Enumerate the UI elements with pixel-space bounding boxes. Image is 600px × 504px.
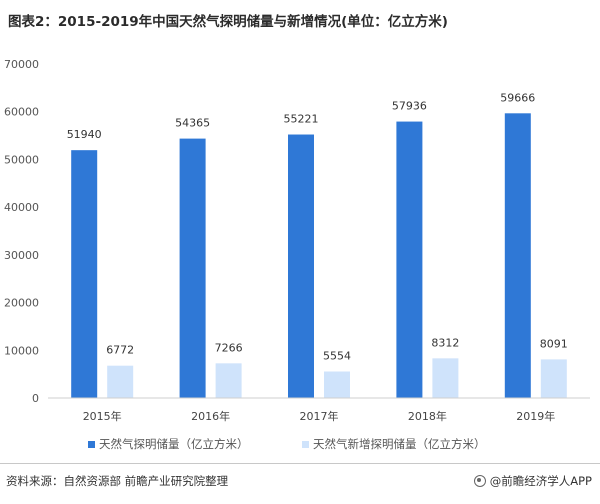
bar-new-reserves	[215, 363, 242, 398]
data-label-new-reserves: 7266	[215, 341, 243, 354]
source-note: 资料来源：自然资源部 前瞻产业研究院整理	[6, 474, 229, 488]
data-label-reserves: 55221	[284, 113, 319, 126]
x-tick-label: 2018年	[408, 409, 447, 423]
legend-swatch-reserves	[88, 440, 95, 448]
x-tick-label: 2016年	[191, 409, 230, 423]
bar-reserves	[71, 150, 98, 398]
data-labels-group: 51940 6772 54365 7266 55221 5554 57936 8312 5966…	[67, 91, 568, 362]
bars-group	[71, 113, 567, 399]
credit-label: @前瞻经济学人APP	[489, 474, 592, 488]
bar-reserves	[179, 138, 206, 398]
legend: 天然气探明储量（亿立方米） 天然气新增探明储量（亿立方米）	[0, 436, 600, 452]
footer-divider	[0, 463, 600, 464]
y-tick-label: 60000	[4, 106, 39, 119]
data-label-new-reserves: 6772	[106, 344, 134, 357]
data-label-reserves: 57936	[392, 100, 427, 113]
data-label-reserves: 59666	[500, 91, 535, 104]
bar-new-reserves	[540, 359, 567, 398]
y-tick-label: 20000	[4, 297, 39, 310]
bar-reserves	[288, 134, 314, 398]
x-axis: 2015年 2016年 2017年 2018年 2019年	[48, 397, 590, 423]
y-axis: 0 10000 20000 30000 40000 50000 60000 70000	[4, 58, 39, 405]
data-label-new-reserves: 5554	[323, 349, 351, 362]
x-tick-label: 2015年	[83, 409, 122, 423]
y-tick-label: 40000	[4, 201, 39, 214]
legend-item-reserves: 天然气探明储量（亿立方米）	[88, 436, 249, 452]
bar-new-reserves	[324, 371, 350, 398]
data-label-new-reserves: 8091	[540, 337, 568, 350]
y-tick-label: 50000	[4, 153, 39, 166]
bar-reserves	[396, 121, 423, 399]
bar-new-reserves	[107, 365, 134, 398]
legend-label-reserves: 天然气探明储量（亿立方米）	[99, 437, 249, 451]
bar-chart: 0 10000 20000 30000 40000 50000 60000 70000 519…	[4, 58, 590, 423]
x-tick-label: 2017年	[300, 409, 339, 423]
credit: @前瞻经济学人APP	[473, 473, 592, 489]
legend-item-new-reserves: 天然气新增探明储量（亿立方米）	[302, 436, 486, 452]
bar-new-reserves	[432, 358, 459, 398]
data-label-reserves: 51940	[67, 128, 102, 141]
data-label-reserves: 54365	[175, 117, 210, 130]
legend-label-new-reserves: 天然气新增探明储量（亿立方米）	[313, 437, 486, 451]
data-label-new-reserves: 8312	[431, 336, 459, 349]
x-tick-label: 2019年	[516, 409, 555, 423]
y-tick-label: 0	[32, 392, 39, 405]
brand-icon	[473, 475, 486, 487]
y-tick-label: 30000	[4, 249, 39, 262]
y-tick-label: 70000	[4, 58, 39, 71]
y-tick-label: 10000	[4, 344, 39, 357]
legend-swatch-new-reserves	[302, 440, 309, 448]
bar-reserves	[504, 113, 531, 398]
chart-title: 图表2：2015-2019年中国天然气探明储量与新增情况(单位：亿立方米)	[8, 14, 448, 30]
